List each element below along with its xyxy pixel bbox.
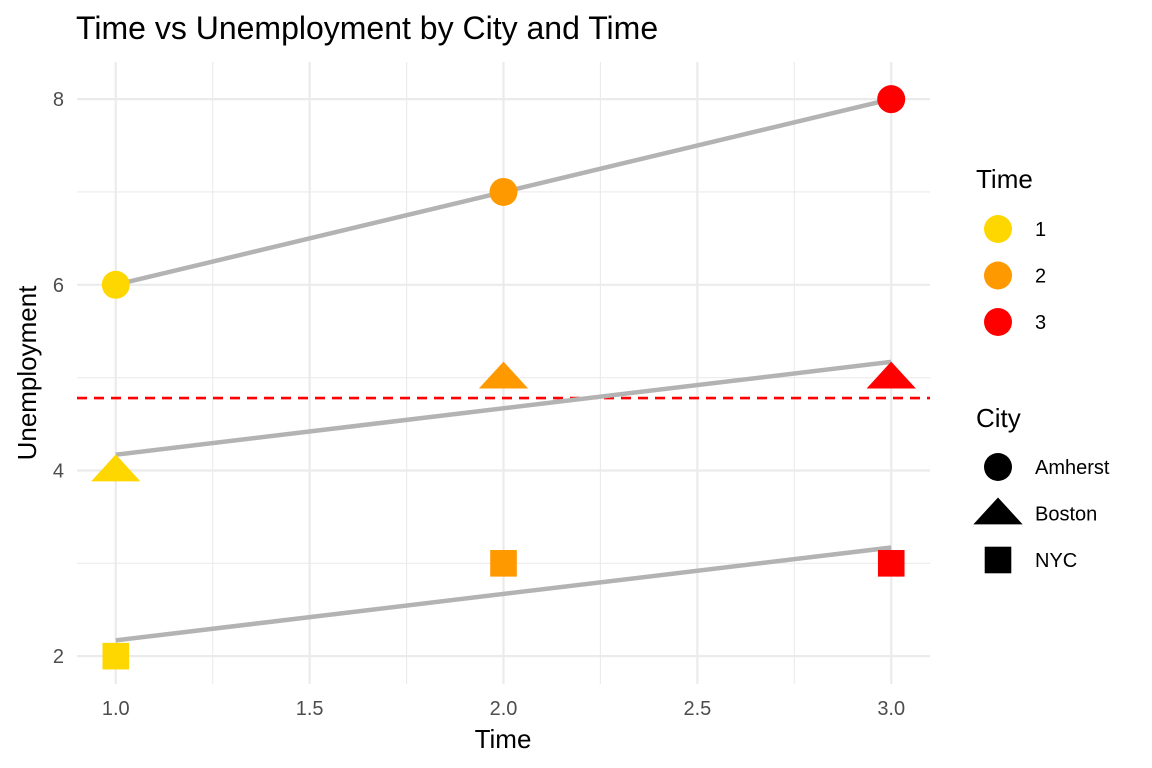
legend-time-title: Time bbox=[976, 164, 1033, 194]
legend-city-label: NYC bbox=[1035, 550, 1077, 572]
trend-line-nyc bbox=[115, 545, 892, 643]
legend-time-key-2 bbox=[984, 261, 1012, 290]
legend-time-key-1 bbox=[984, 215, 1012, 243]
legend-city-key-amherst bbox=[984, 453, 1012, 481]
tick-labels: 1.0 1.5 2.0 2.5 3.0 2 4 6 8 bbox=[53, 89, 905, 720]
legend-time-label: 3 bbox=[1035, 312, 1046, 334]
point-amherst-t2 bbox=[489, 177, 518, 206]
point-amherst-t3 bbox=[877, 85, 906, 114]
legend-city-label: Amherst bbox=[1035, 457, 1110, 479]
point-boston-t1 bbox=[91, 454, 141, 482]
legend-city: City Amherst Boston NYC bbox=[973, 403, 1110, 574]
y-tick-label: 2 bbox=[53, 646, 64, 668]
x-tick-label: 3.0 bbox=[877, 698, 905, 720]
legend-time-key-3 bbox=[984, 308, 1012, 336]
legend-time-label: 1 bbox=[1035, 219, 1046, 241]
trend-line-boston bbox=[115, 359, 892, 457]
point-boston-t2 bbox=[478, 361, 529, 389]
legend-time-label: 2 bbox=[1035, 266, 1046, 288]
legend-city-title: City bbox=[976, 403, 1021, 433]
point-amherst-t1 bbox=[101, 270, 130, 299]
chart-title: Time vs Unemployment by City and Time bbox=[76, 10, 658, 46]
x-tick-label: 2.0 bbox=[490, 698, 518, 720]
legend-city-label: Boston bbox=[1035, 504, 1097, 526]
y-tick-label: 4 bbox=[53, 460, 64, 482]
x-tick-label: 2.5 bbox=[683, 698, 711, 720]
data-points bbox=[91, 85, 916, 670]
point-nyc-t1 bbox=[102, 642, 130, 670]
x-tick-label: 1.5 bbox=[296, 698, 324, 720]
y-axis-label: Unemployment bbox=[12, 285, 42, 461]
y-tick-label: 6 bbox=[53, 275, 64, 297]
point-boston-t3 bbox=[866, 361, 916, 389]
x-axis-label: Time bbox=[475, 724, 532, 754]
point-nyc-t3 bbox=[877, 550, 905, 577]
legend-city-key-nyc bbox=[984, 546, 1012, 574]
legend-time: Time 1 2 3 bbox=[976, 164, 1046, 336]
legend-city-key-boston bbox=[973, 497, 1023, 525]
y-tick-label: 8 bbox=[53, 89, 64, 111]
x-tick-label: 1.0 bbox=[102, 698, 130, 720]
point-nyc-t2 bbox=[490, 550, 517, 577]
